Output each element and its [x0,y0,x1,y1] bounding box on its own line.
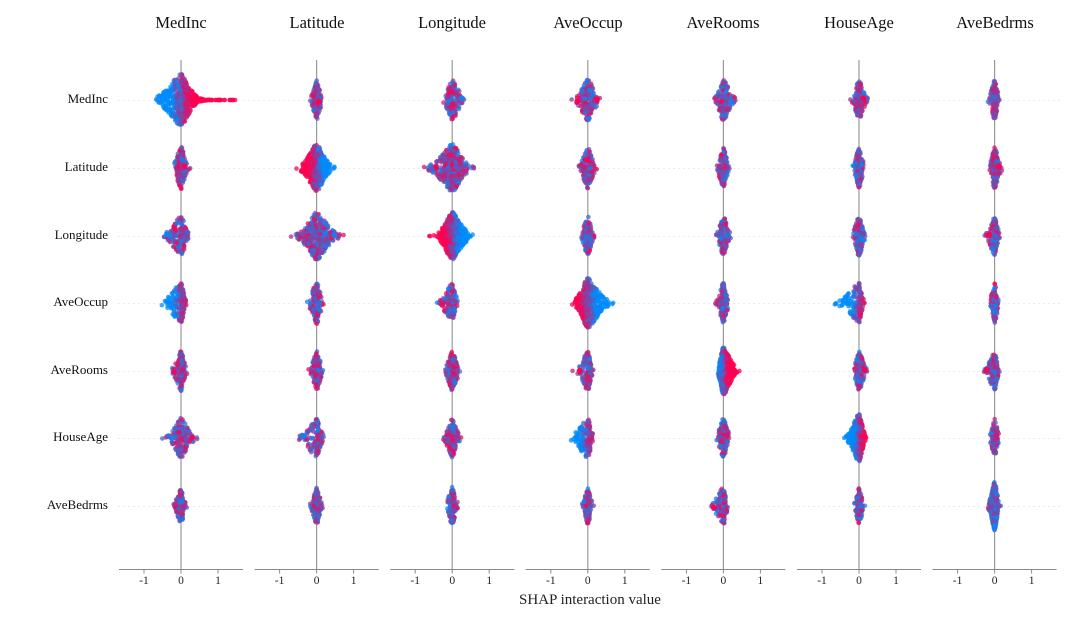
x-tick-label: 0 [449,575,456,587]
x-tick-label: -1 [817,575,827,587]
x-tick-label: 1 [757,575,764,587]
x-tick-label: 0 [991,575,998,587]
row-label: AveRooms [50,362,108,377]
x-tick-label: 1 [621,575,628,587]
x-tick-label: 0 [178,575,184,587]
column-header: Latitude [289,13,345,32]
x-tick-label: -1 [410,575,420,587]
row-label: Latitude [64,159,108,174]
x-tick-label: 1 [215,575,221,587]
x-tick-label: -1 [139,575,149,587]
x-tick-label: -1 [952,575,963,587]
x-tick-label: 1 [1028,575,1035,587]
x-tick-label: 0 [584,575,591,587]
x-tick-label: 0 [856,575,862,587]
column-header: Longitude [418,13,486,32]
row-label: HouseAge [53,429,108,444]
x-tick-label: 1 [350,575,357,587]
column-header: AveOccup [553,13,623,32]
x-tick-label: -1 [681,575,692,587]
x-axis-label: SHAP interaction value [519,592,661,608]
row-label: MedInc [67,91,108,106]
column-header: AveBedrms [956,13,1034,32]
row-label: AveOccup [53,294,108,309]
x-tick-label: 0 [720,575,727,587]
x-tick-label: -1 [274,575,285,587]
row-label: AveBedrms [46,497,108,512]
x-tick-label: 1 [893,575,899,587]
column-header: HouseAge [824,13,894,32]
x-tick-label: 1 [486,575,493,587]
x-tick-label: 0 [313,575,320,587]
x-tick-label: -1 [546,575,556,587]
column-header: MedInc [155,13,207,32]
row-label: Longitude [54,227,108,242]
column-header: AveRooms [686,13,760,32]
